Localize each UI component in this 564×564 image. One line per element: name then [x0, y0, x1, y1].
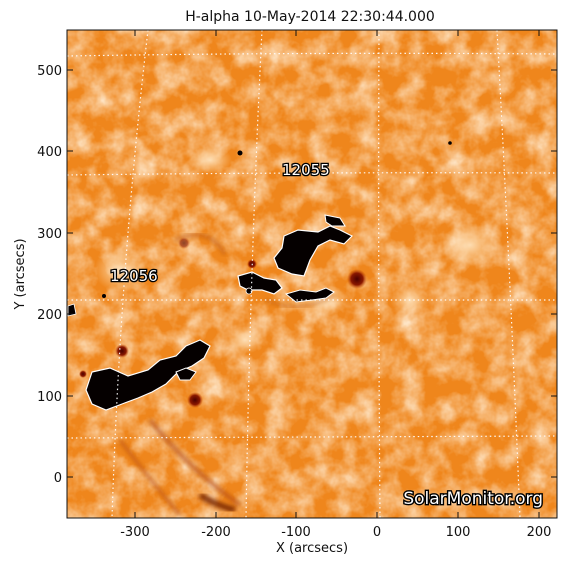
solar-image: [67, 30, 557, 518]
watermark: SolarMonitor.org: [403, 489, 543, 509]
y-tick-labels: 0 100 200 300 400 500: [37, 64, 62, 486]
y-tick-label: 500: [37, 64, 62, 79]
x-tick-label: 100: [446, 525, 471, 540]
x-tick-label: 0: [373, 525, 381, 540]
x-tick-label: -300: [120, 525, 150, 540]
y-axis-label: Y (arcsecs): [13, 238, 28, 310]
x-tick-label: -100: [281, 525, 311, 540]
region-label-12056: 12056: [110, 267, 158, 285]
y-tick-label: 300: [37, 227, 62, 242]
x-tick-label: 200: [527, 525, 552, 540]
x-axis-label: X (arcsecs): [276, 541, 348, 556]
heliographic-grid: [67, 30, 557, 518]
sunspot-group-12055: [237, 141, 452, 303]
x-tick-label: -200: [201, 525, 231, 540]
plot-frame: [66, 29, 558, 519]
region-label-12055: 12055: [282, 161, 330, 179]
y-axis: [67, 69, 557, 478]
sunspot-group-12056: [67, 294, 211, 411]
y-tick-label: 100: [37, 390, 62, 405]
y-tick-label: 0: [54, 471, 62, 486]
y-tick-label: 200: [37, 308, 62, 323]
plot-title: H-alpha 10-May-2014 22:30:44.000: [185, 9, 435, 25]
y-tick-label: 400: [37, 145, 62, 160]
x-axis: [134, 30, 540, 518]
x-tick-labels: -300 -200 -100 0 100 200: [120, 525, 551, 540]
